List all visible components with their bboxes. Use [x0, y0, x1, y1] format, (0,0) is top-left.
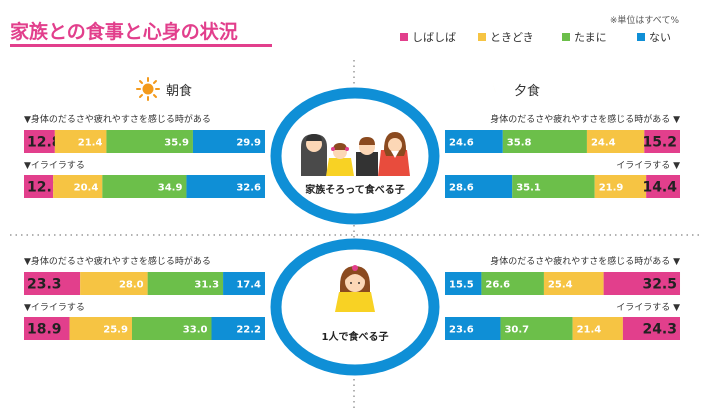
bar-segment-often [24, 175, 54, 198]
bar-value-label-sometimes: 21.4 [78, 138, 103, 149]
question-label-breakfast-tired: ▼身体のだるさや疲れやすさを感じる時がある [24, 113, 211, 125]
sun-icon [136, 77, 160, 101]
bar-segment-occasionally [131, 317, 212, 340]
bar-value-label-often: 23.3 [27, 277, 62, 293]
bar-value-label-sometimes: 21.9 [599, 183, 624, 194]
bar-segment-occasionally [502, 130, 587, 153]
moon-icon [493, 76, 511, 97]
bar-segment-never [192, 130, 265, 153]
unit-note: ※単位はすべて% [610, 14, 680, 26]
bar-value-label-sometimes: 21.4 [577, 325, 602, 336]
question-label-dinner-tired: 身体のだるさや疲れやすさを感じる時がある ▼ [490, 255, 680, 267]
bar-value-label-never: 15.5 [449, 280, 474, 291]
legend-swatch-occasionally [562, 33, 570, 41]
question-label-dinner-irritated: イライラする ▼ [616, 302, 680, 313]
bar-segment-sometimes [543, 272, 604, 295]
bar-value-label-sometimes: 28.0 [119, 280, 144, 291]
bar-value-label-occasionally: 34.9 [158, 183, 183, 194]
legend-label-occasionally: たまに [574, 31, 607, 44]
bar-segment-often [622, 317, 680, 340]
bar-segment-occasionally [147, 272, 224, 295]
bar-value-label-sometimes: 20.4 [74, 183, 99, 194]
bar-value-label-never: 22.2 [236, 325, 261, 336]
bar-value-label-never: 32.6 [236, 183, 261, 194]
bar-segment-never [445, 317, 501, 340]
bar-segment-never [445, 130, 503, 153]
question-label-dinner-irritated: イライラする ▼ [616, 160, 680, 171]
bar-segment-occasionally [102, 175, 187, 198]
bar-segment-never [445, 175, 513, 198]
bar-segment-occasionally [500, 317, 573, 340]
question-label-dinner-tired: 身体のだるさや疲れやすさを感じる時がある ▼ [490, 113, 680, 125]
legend-swatch-never [637, 33, 645, 41]
bar-segment-sometimes [69, 317, 132, 340]
bar-segment-never [223, 272, 265, 295]
bar-value-label-sometimes: 25.4 [548, 280, 573, 291]
bar-value-label-often: 15.2 [642, 135, 677, 151]
bar-value-label-occasionally: 31.3 [194, 280, 219, 291]
bar-value-label-occasionally: 33.0 [183, 325, 208, 336]
bar-segment-sometimes [594, 175, 647, 198]
bar-value-label-occasionally: 35.8 [507, 138, 532, 149]
question-label-breakfast-tired: ▼身体のだるさや疲れやすさを感じる時がある [24, 255, 211, 267]
bar-value-label-often: 18.9 [27, 322, 62, 338]
bar-segment-sometimes [586, 130, 645, 153]
title-underline [10, 44, 272, 47]
bar-value-label-never: 17.4 [236, 280, 261, 291]
bar-value-label-often: 24.3 [642, 322, 677, 338]
legend-label-often: しばしば [412, 31, 456, 44]
bar-segment-often [644, 130, 680, 153]
family-caption: 家族そろって食べる子 [305, 183, 405, 196]
bar-value-label-never: 28.6 [449, 183, 474, 194]
bar-value-label-often: 14.4 [642, 180, 677, 196]
question-label-breakfast-irritated: ▼イライラする [24, 160, 85, 171]
alone-caption: 1人で食べる子 [322, 330, 389, 343]
dinner-label: 夕食 [514, 83, 540, 99]
child-alone-icon [335, 265, 375, 312]
bar-segment-sometimes [54, 130, 107, 153]
bar-value-label-occasionally: 35.9 [164, 138, 189, 149]
bar-value-label-occasionally: 30.7 [504, 325, 529, 336]
bar-segment-often [603, 272, 681, 295]
bar-segment-often [24, 272, 81, 295]
bar-segment-occasionally [512, 175, 595, 198]
bar-segment-occasionally [481, 272, 544, 295]
bar-groups: ▼身体のだるさや疲れやすさを感じる時がある 12.8 21.4 35.9 29.9 ▼イラ… [24, 113, 680, 340]
bar-value-label-sometimes: 25.9 [103, 325, 128, 336]
bar-value-label-never: 29.9 [236, 138, 261, 149]
bar-segment-never [211, 317, 265, 340]
legend: しばしば ときどき たまに ない [400, 31, 671, 44]
bar-segment-occasionally [106, 130, 193, 153]
bar-value-label-often: 12.1 [27, 180, 62, 196]
legend-swatch-often [400, 33, 408, 41]
bar-value-label-occasionally: 26.6 [485, 280, 510, 291]
bar-value-label-often: 32.5 [642, 277, 677, 293]
breakfast-label: 朝食 [166, 83, 192, 99]
bar-segment-often [24, 130, 55, 153]
question-label-breakfast-irritated: ▼イライラする [24, 302, 85, 313]
bar-segment-sometimes [80, 272, 148, 295]
legend-label-never: ない [649, 31, 671, 44]
bar-segment-never [445, 272, 482, 295]
chart-title: 家族との食事と心身の状況 [10, 20, 238, 43]
bar-value-label-sometimes: 24.4 [591, 138, 616, 149]
bar-value-label-often: 12.8 [27, 135, 62, 151]
legend-label-sometimes: ときどき [490, 31, 534, 44]
bar-segment-never [186, 175, 265, 198]
bar-value-label-never: 24.6 [449, 138, 474, 149]
bar-segment-sometimes [572, 317, 623, 340]
bar-segment-often [24, 317, 70, 340]
bar-value-label-never: 23.6 [449, 325, 474, 336]
legend-swatch-sometimes [478, 33, 486, 41]
bar-segment-often [646, 175, 680, 198]
bar-segment-sometimes [53, 175, 103, 198]
family-icon [301, 132, 410, 176]
family-oval [270, 87, 440, 225]
bar-value-label-occasionally: 35.1 [516, 183, 541, 194]
